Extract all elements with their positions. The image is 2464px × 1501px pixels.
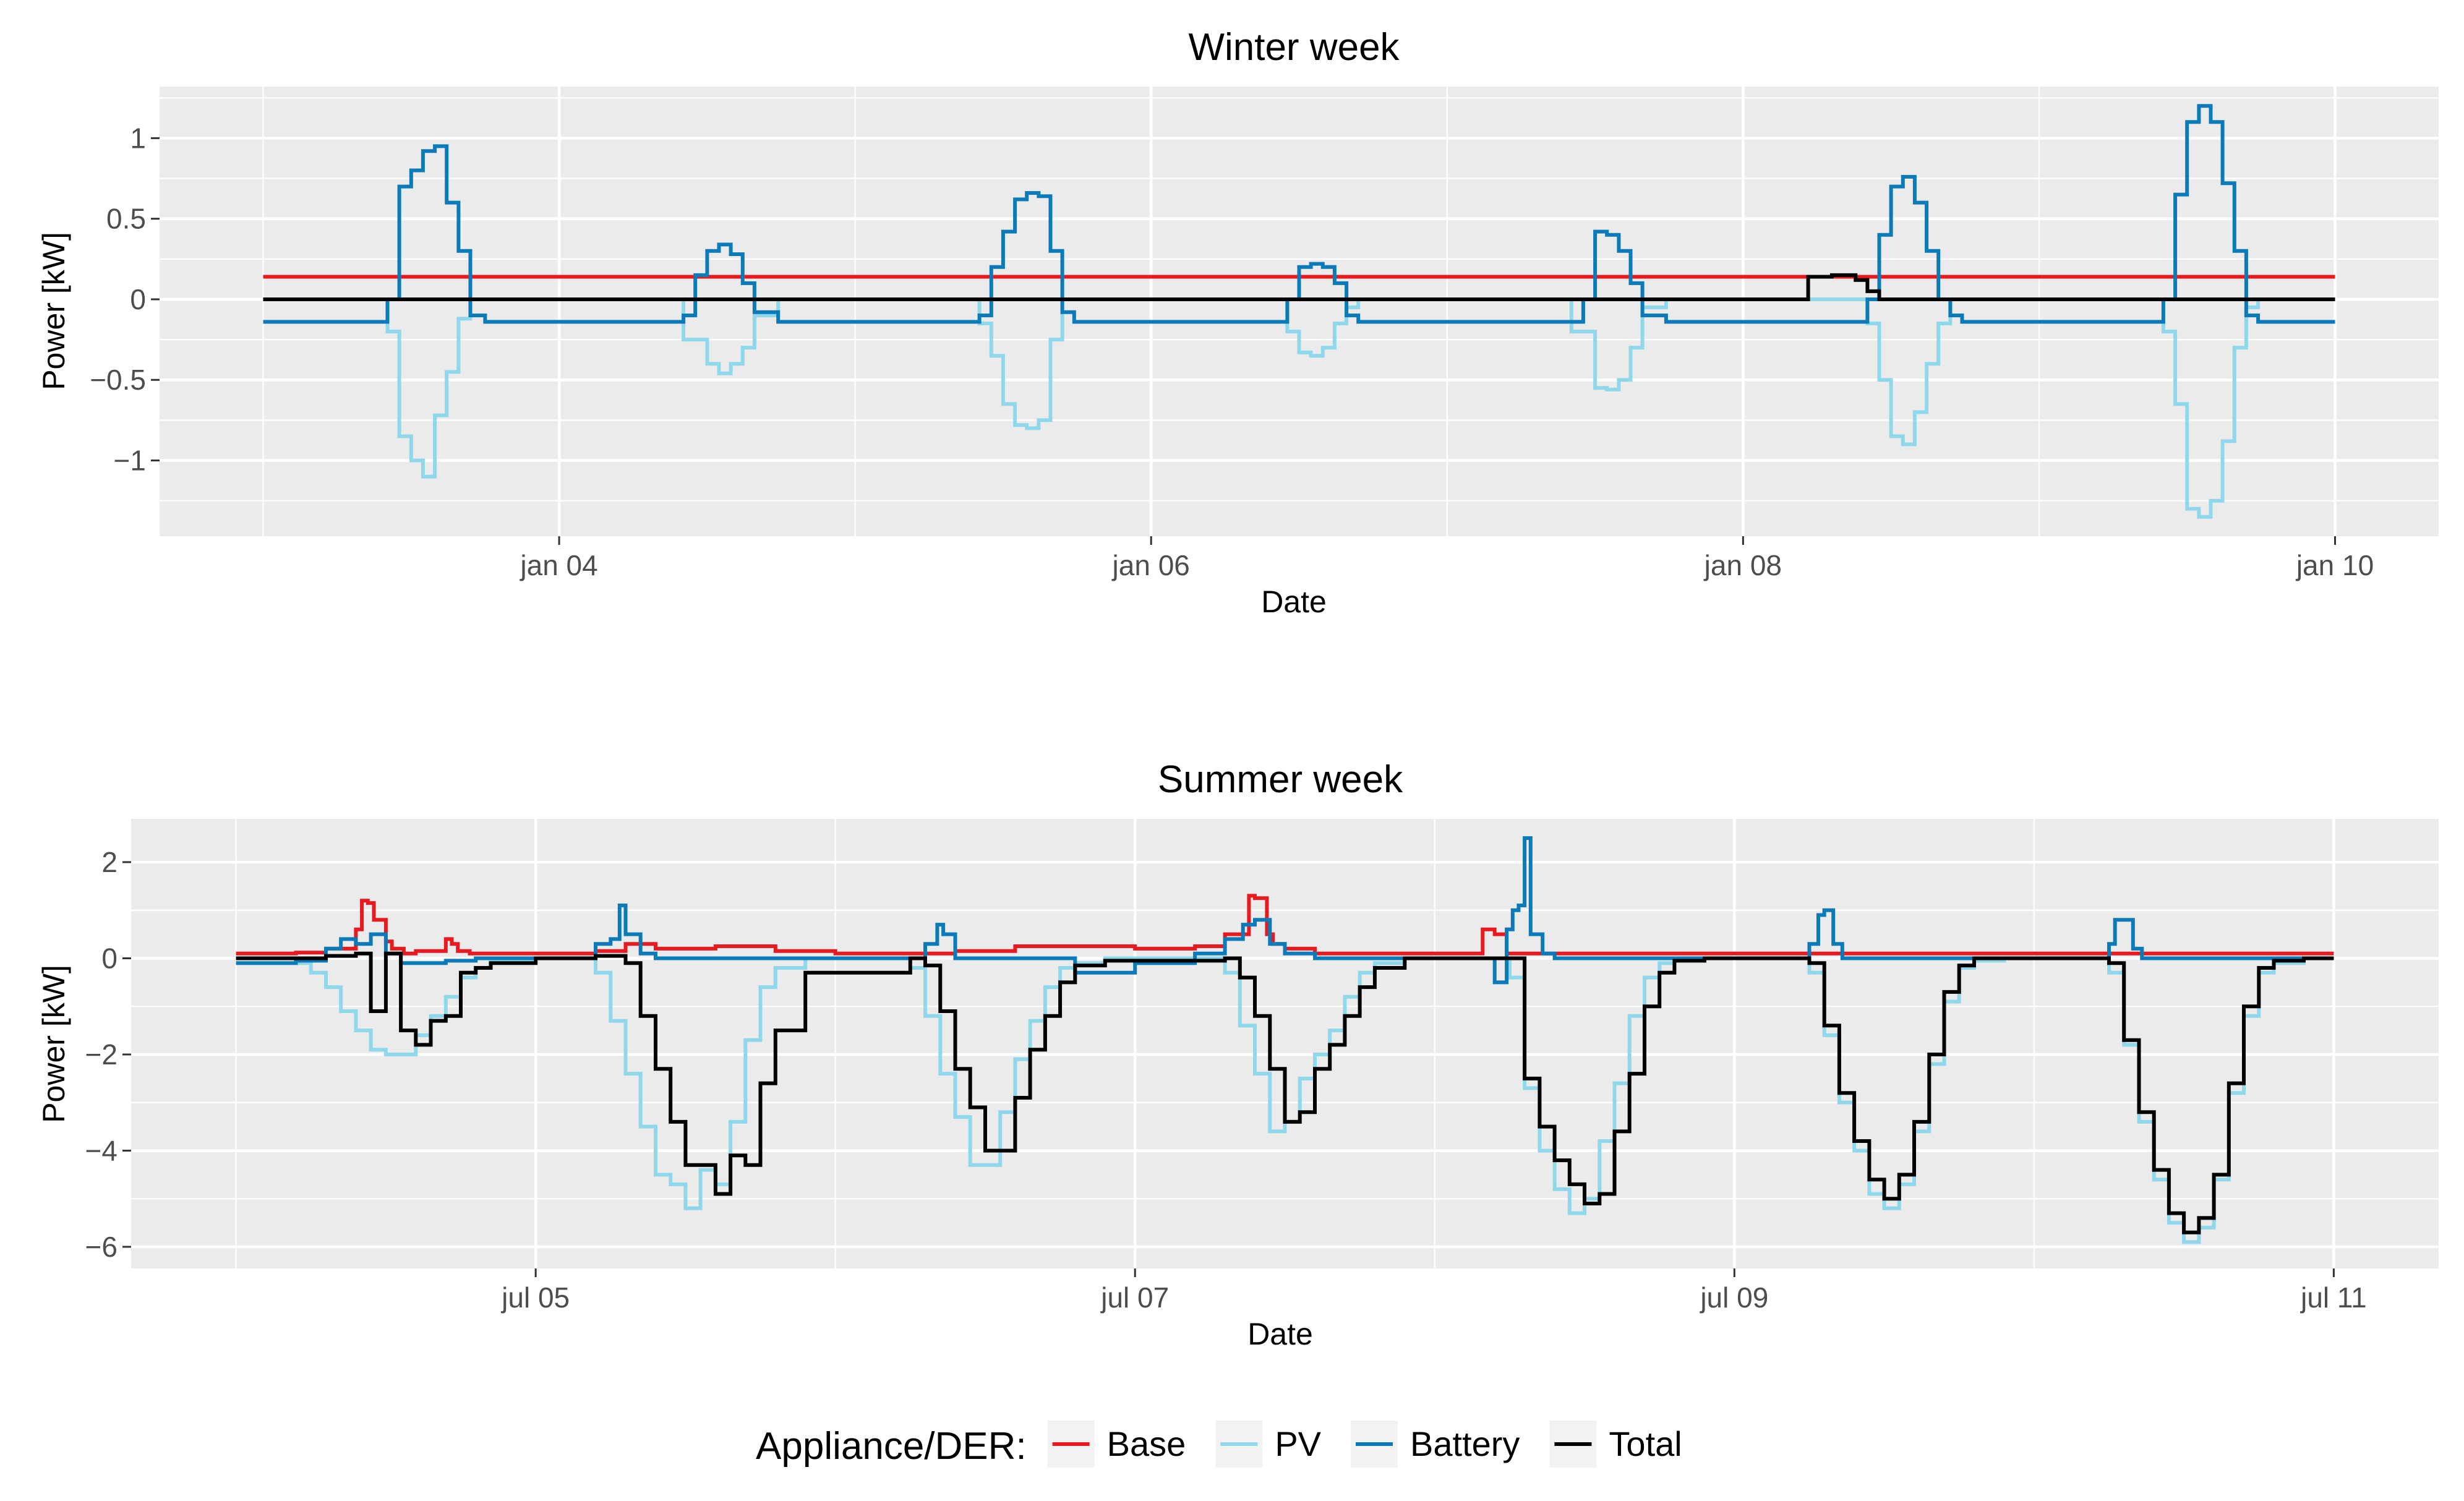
winter-series-total xyxy=(263,273,2335,301)
summer-x-tick-label: jul 05 xyxy=(500,1281,570,1314)
summer-series-battery xyxy=(236,836,2334,985)
summer-plot-panel xyxy=(131,819,2439,1268)
summer-week-chart: Summer week −6−4−202 jul 05 jul 07 jul 09 j… xyxy=(36,758,2439,1351)
legend-label-battery: Battery xyxy=(1410,1424,1520,1463)
summer-x-tick-label: jul 07 xyxy=(1100,1281,1169,1314)
winter-y-axis: −1 −0.5 0 0.5 1 xyxy=(90,122,160,477)
summer-y-axis-title: Power [kW] xyxy=(36,965,71,1123)
legend: Appliance/DER: Base PV Battery Total xyxy=(756,1421,1682,1468)
winter-series xyxy=(263,104,2335,519)
winter-chart-title: Winter week xyxy=(1188,26,1400,69)
winter-y-tick-label: 0 xyxy=(130,283,146,315)
winter-x-tick-label: jan 06 xyxy=(1111,549,1190,581)
legend-title: Appliance/DER: xyxy=(756,1425,1027,1468)
winter-series-battery xyxy=(263,104,2335,324)
summer-y-tick-label: 0 xyxy=(101,942,118,974)
winter-x-tick-label: jan 10 xyxy=(2295,549,2374,581)
summer-x-axis-title: Date xyxy=(1247,1317,1313,1351)
summer-chart-title: Summer week xyxy=(1158,758,1403,801)
legend-label-pv: PV xyxy=(1275,1424,1321,1463)
legend-label-base: Base xyxy=(1107,1424,1186,1463)
winter-y-axis-title: Power [kW] xyxy=(36,232,71,390)
winter-x-axis-title: Date xyxy=(1261,584,1327,619)
summer-x-tick-label: jul 11 xyxy=(2299,1281,2367,1314)
summer-series xyxy=(236,836,2334,1244)
legend-label-total: Total xyxy=(1609,1424,1682,1463)
winter-y-tick-label: 1 xyxy=(130,122,146,154)
winter-y-tick-label: −0.5 xyxy=(90,364,146,396)
winter-x-tick-label: jan 08 xyxy=(1703,549,1782,581)
summer-y-tick-label: 2 xyxy=(101,846,118,878)
winter-y-tick-label: 0.5 xyxy=(106,203,146,235)
summer-y-tick-label: −6 xyxy=(85,1231,118,1263)
summer-x-tick-label: jul 09 xyxy=(1699,1281,1768,1314)
winter-y-tick-label: −1 xyxy=(114,445,146,477)
winter-x-tick-label: jan 04 xyxy=(519,549,597,581)
summer-y-axis: −6 −4 −2 0 2 xyxy=(85,846,131,1263)
summer-x-axis: jul 05 jul 07 jul 09 jul 11 xyxy=(500,1268,2367,1314)
summer-y-tick-label: −4 xyxy=(85,1135,118,1167)
winter-week-chart: Winter week −1−0.500.51 jan 04 jan 06 jan … xyxy=(36,26,2439,619)
summer-y-tick-label: −2 xyxy=(85,1038,118,1071)
summer-series-total xyxy=(236,951,2334,1234)
winter-plot-panel xyxy=(160,87,2439,536)
winter-x-axis: jan 04 jan 06 jan 08 jan 10 xyxy=(519,536,2374,581)
legend-items: Base PV Battery Total xyxy=(1047,1421,1682,1468)
